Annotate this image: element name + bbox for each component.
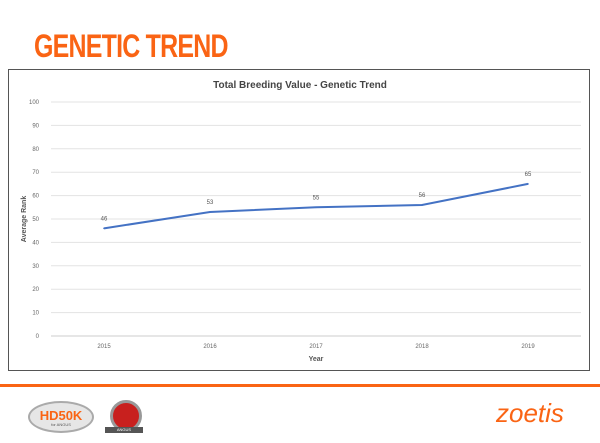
data-point	[315, 206, 317, 209]
data-point	[103, 227, 105, 230]
chart-title: Total Breeding Value - Genetic Trend	[213, 80, 387, 91]
x-tick-label: 2016	[203, 344, 217, 350]
series-line	[103, 182, 529, 230]
y-tick-label: 0	[36, 334, 40, 340]
y-tick-label: 70	[32, 170, 39, 176]
x-tick-label: 2019	[521, 344, 535, 350]
angus-seal-logo: ANGUS	[105, 400, 143, 433]
footer-divider	[0, 384, 600, 387]
data-label: 65	[525, 172, 532, 178]
y-tick-label: 20	[32, 287, 39, 293]
line-chart: Total Breeding Value - Genetic Trend 0 10 2…	[21, 80, 581, 363]
y-axis-label: Average Rank	[21, 196, 28, 243]
x-tick-label: 2018	[415, 344, 429, 350]
page-title: GENETIC TREND	[34, 28, 228, 64]
chart-container: Total Breeding Value - Genetic Trend 0 10 2…	[8, 69, 590, 371]
hd50k-logo: HD50K for ANGUS	[28, 401, 94, 433]
x-tick-label: 2015	[97, 344, 111, 350]
data-point	[209, 211, 211, 213]
y-tick-label: 30	[32, 264, 39, 270]
data-point	[421, 204, 423, 206]
y-tick-label: 60	[32, 194, 39, 200]
data-label: 46	[101, 216, 108, 222]
data-label: 56	[419, 193, 426, 199]
data-point	[527, 183, 529, 185]
y-tick-label: 10	[32, 311, 39, 317]
x-tick-label: 2017	[309, 344, 323, 350]
y-tick-label: 90	[32, 123, 39, 129]
y-tick-label: 40	[32, 240, 39, 246]
zoetis-logo: zoetis	[496, 398, 564, 428]
x-axis-label: Year	[309, 356, 324, 363]
y-tick-label: 50	[32, 217, 39, 223]
y-tick-label: 100	[29, 100, 40, 106]
data-label: 53	[207, 200, 214, 206]
data-label: 55	[313, 195, 320, 201]
y-tick-label: 80	[32, 147, 39, 153]
